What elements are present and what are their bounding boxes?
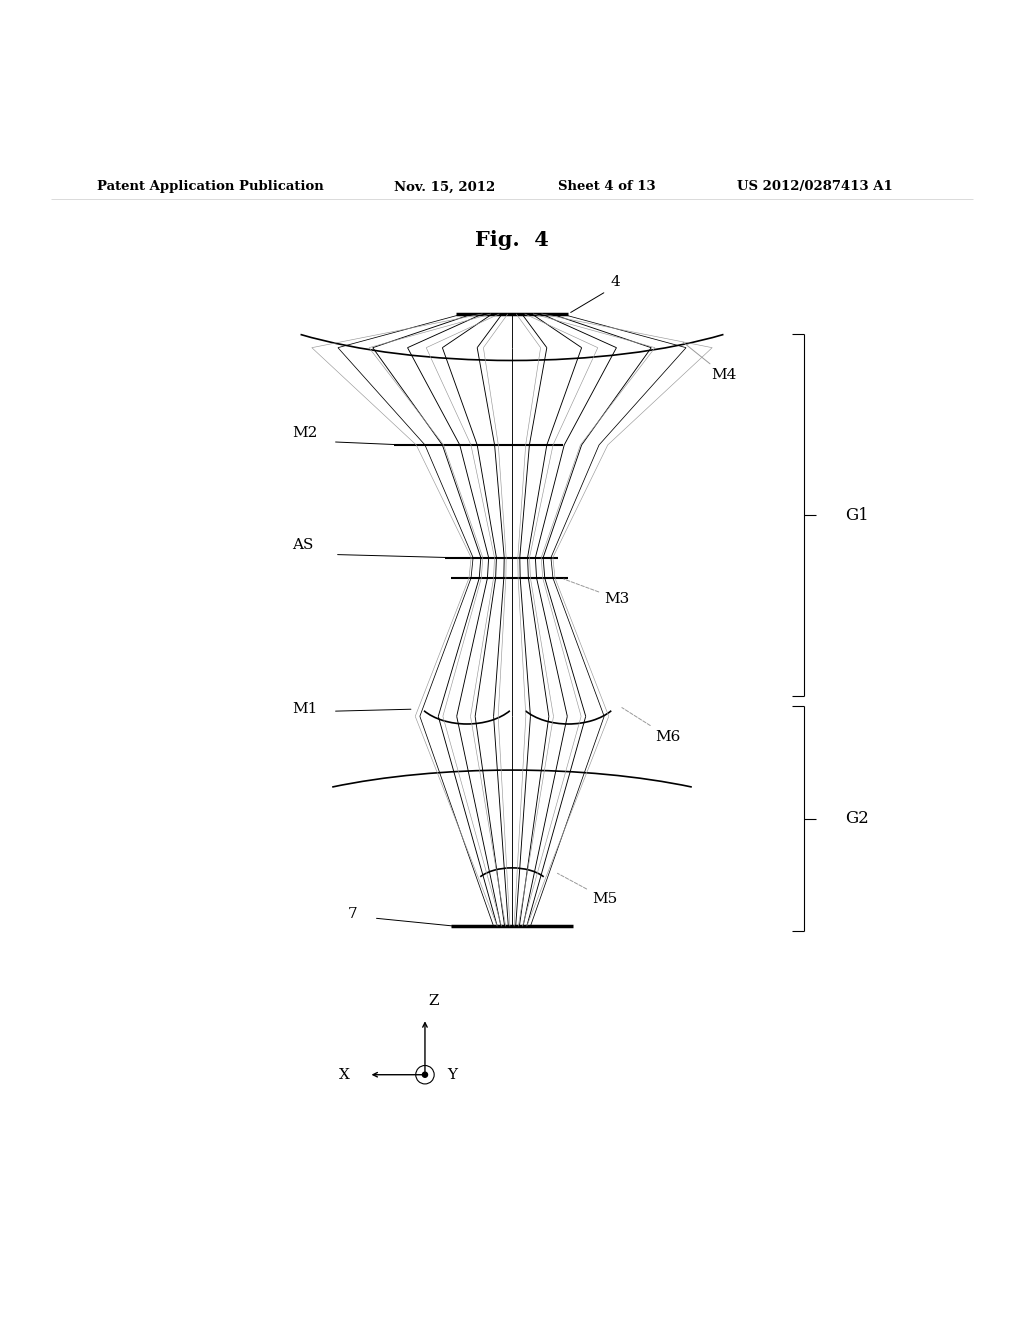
Text: Fig.  4: Fig. 4 <box>475 230 549 251</box>
Text: US 2012/0287413 A1: US 2012/0287413 A1 <box>737 181 893 194</box>
Text: 7: 7 <box>348 907 357 921</box>
Text: Y: Y <box>447 1068 458 1081</box>
Text: Z: Z <box>428 994 438 1008</box>
Text: AS: AS <box>292 539 313 553</box>
Text: Nov. 15, 2012: Nov. 15, 2012 <box>394 181 496 194</box>
Text: M1: M1 <box>292 702 317 717</box>
Text: 4: 4 <box>610 276 621 289</box>
Text: Sheet 4 of 13: Sheet 4 of 13 <box>558 181 655 194</box>
Text: G1: G1 <box>845 507 868 524</box>
Text: G2: G2 <box>845 810 868 828</box>
Text: M4: M4 <box>683 342 737 383</box>
Text: M3: M3 <box>564 579 630 606</box>
Text: X: X <box>339 1068 350 1081</box>
Text: Patent Application Publication: Patent Application Publication <box>97 181 324 194</box>
Text: M5: M5 <box>557 874 617 906</box>
Circle shape <box>422 1072 428 1077</box>
Text: M2: M2 <box>292 426 317 440</box>
Text: M6: M6 <box>622 708 681 743</box>
